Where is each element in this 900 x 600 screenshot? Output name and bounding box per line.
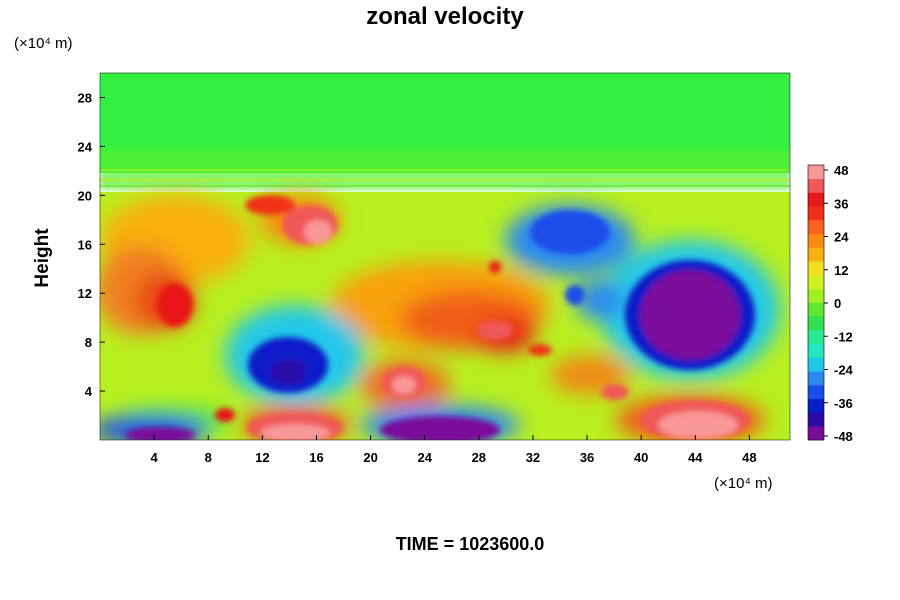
x-tick-label: 48 bbox=[742, 450, 756, 465]
colorbar-tick-label: 0 bbox=[834, 296, 841, 311]
y-tick-label: 20 bbox=[78, 188, 92, 203]
colorbar-segment bbox=[808, 385, 824, 400]
colorbar-segment bbox=[808, 330, 824, 345]
colorbar-tick-label: 12 bbox=[834, 263, 848, 278]
x-tick-label: 8 bbox=[205, 450, 212, 465]
colorbar-segment bbox=[808, 220, 824, 235]
colorbar-segment bbox=[808, 412, 824, 427]
x-tick-label: 44 bbox=[688, 450, 703, 465]
x-tick-label: 32 bbox=[526, 450, 540, 465]
colorbar-tick-label: 48 bbox=[834, 163, 848, 178]
colorbar-segment bbox=[808, 233, 824, 248]
colorbar-segment bbox=[808, 178, 824, 193]
colorbar: 48 36 24 12 0 -12 -24 -36 -48 bbox=[807, 163, 854, 444]
colorbar-tick-label: -48 bbox=[834, 429, 853, 444]
plot-frame bbox=[99, 72, 791, 441]
chart-title: zonal velocity bbox=[366, 3, 524, 30]
colorbar-tick-label: -12 bbox=[834, 329, 853, 344]
colorbar-segment bbox=[808, 192, 824, 207]
x-tick-label: 12 bbox=[255, 450, 269, 465]
y-tick-label: 8 bbox=[85, 335, 92, 350]
time-label: TIME = 1023600.0 bbox=[396, 534, 545, 554]
y-axis-ticks: 4 8 12 16 20 24 28 bbox=[78, 90, 105, 399]
colorbar-segment bbox=[808, 206, 824, 221]
colorbar-segment bbox=[808, 426, 824, 441]
colorbar-segment bbox=[808, 261, 824, 276]
y-tick-label: 4 bbox=[85, 384, 93, 399]
colorbar-tick-label: 36 bbox=[834, 196, 848, 211]
x-tick-label: 36 bbox=[580, 450, 594, 465]
y-unit-label: (×10⁴ m) bbox=[14, 35, 73, 52]
colorbar-tick-label: 24 bbox=[834, 230, 849, 245]
colorbar-segment bbox=[808, 275, 824, 290]
colorbar-segment bbox=[808, 288, 824, 303]
x-axis-ticks: 4 8 12 16 20 24 28 32 36 40 44 48 bbox=[151, 435, 757, 465]
y-tick-label: 28 bbox=[78, 90, 92, 105]
x-tick-label: 4 bbox=[151, 450, 159, 465]
colorbar-segment bbox=[808, 247, 824, 262]
colorbar-segment bbox=[808, 371, 824, 386]
x-tick-label: 40 bbox=[634, 450, 648, 465]
colorbar-segment bbox=[808, 316, 824, 331]
heatmap-field bbox=[100, 73, 790, 440]
colorbar-tick-label: -24 bbox=[834, 363, 854, 378]
colorbar-tick-label: -36 bbox=[834, 396, 853, 411]
x-tick-label: 24 bbox=[417, 450, 432, 465]
y-tick-label: 16 bbox=[78, 237, 92, 252]
x-tick-label: 28 bbox=[472, 450, 486, 465]
colorbar-segment bbox=[808, 165, 824, 180]
y-tick-label: 12 bbox=[78, 286, 92, 301]
colorbar-segment bbox=[808, 302, 824, 317]
y-tick-label: 24 bbox=[78, 139, 93, 154]
colorbar-segment bbox=[808, 398, 824, 413]
x-unit-label: (×10⁴ m) bbox=[714, 475, 773, 492]
colorbar-segment bbox=[808, 343, 824, 358]
colorbar-segment bbox=[808, 357, 824, 372]
y-axis-label: Height bbox=[32, 228, 53, 288]
x-tick-label: 20 bbox=[363, 450, 377, 465]
x-tick-label: 16 bbox=[309, 450, 323, 465]
